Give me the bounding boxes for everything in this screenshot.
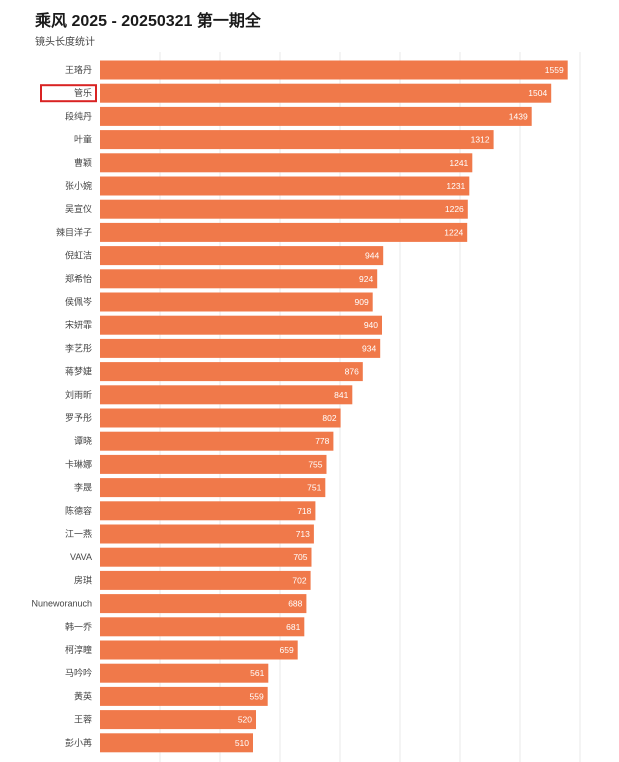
category-label: 蒋梦婕 xyxy=(65,366,92,377)
bar xyxy=(100,431,334,451)
bar xyxy=(100,153,473,173)
bar xyxy=(100,222,468,242)
category-label: 刘雨昕 xyxy=(65,389,92,400)
category-label: 吴宣仪 xyxy=(65,203,92,214)
bar-value-label: 778 xyxy=(315,436,329,446)
category-label: 江一燕 xyxy=(65,528,92,539)
category-label: 李艺彤 xyxy=(65,342,92,353)
bar xyxy=(100,663,269,683)
category-label: 段纯丹 xyxy=(65,110,92,121)
category-label: 王蓉 xyxy=(74,714,92,725)
bar xyxy=(100,60,568,80)
bar xyxy=(100,408,341,428)
bar-value-label: 713 xyxy=(296,529,310,539)
bar-value-label: 1241 xyxy=(449,158,468,168)
highlight-box xyxy=(40,84,97,103)
bar xyxy=(100,617,305,637)
bar xyxy=(100,269,378,289)
bar-value-label: 1439 xyxy=(509,111,528,121)
category-label: 谭晓 xyxy=(74,435,92,446)
bar-value-label: 1312 xyxy=(471,135,490,145)
category-label: 卡琳娜 xyxy=(65,458,92,469)
bar xyxy=(100,501,316,521)
category-label: 王珞丹 xyxy=(65,64,92,75)
category-label: 李晟 xyxy=(74,482,92,493)
category-label: 侯佩岑 xyxy=(65,296,92,307)
bar-value-label: 934 xyxy=(362,343,376,353)
category-label: 黄英 xyxy=(74,690,92,701)
bar-value-label: 1559 xyxy=(545,65,564,75)
bar xyxy=(100,547,312,567)
category-label: 宋妍霏 xyxy=(65,319,92,330)
category-label: 陈德容 xyxy=(65,505,92,516)
category-label: Nuneworanuch xyxy=(31,599,92,609)
bar-value-label: 909 xyxy=(355,297,369,307)
chart-subtitle: 镜头长度统计 xyxy=(35,37,95,48)
bar-value-label: 520 xyxy=(238,715,252,725)
bar-value-label: 659 xyxy=(280,645,294,655)
category-label: 辣目洋子 xyxy=(56,226,92,237)
bar-value-label: 1504 xyxy=(528,88,547,98)
bar-value-label: 876 xyxy=(345,367,359,377)
bar-value-label: 702 xyxy=(292,575,306,585)
category-label: 罗予彤 xyxy=(65,413,92,423)
category-label: 柯淳瞳 xyxy=(65,644,92,655)
category-label: 彭小苒 xyxy=(65,737,92,748)
category-label: 倪虹洁 xyxy=(65,250,92,261)
bar-value-label: 940 xyxy=(364,320,378,330)
bar xyxy=(100,362,363,382)
bar xyxy=(100,454,327,474)
bar-value-label: 755 xyxy=(308,459,322,469)
bar xyxy=(100,338,381,358)
category-label: 郑希怡 xyxy=(65,273,92,284)
bar-value-label: 751 xyxy=(307,483,321,493)
bar xyxy=(100,385,353,405)
bar-value-label: 1231 xyxy=(446,181,465,191)
category-label: 马吟吟 xyxy=(65,667,92,678)
bar xyxy=(100,524,314,544)
bar xyxy=(100,292,373,312)
bars-layer: 王珞丹 1559 管乐 1504 段纯丹 1439 叶童 1312 曹颖 1241 张小婉 1231 吴… xyxy=(31,60,568,753)
bar-value-label: 944 xyxy=(365,251,379,261)
bar-value-label: 688 xyxy=(288,599,302,609)
category-label: 叶童 xyxy=(74,134,92,145)
bar xyxy=(100,570,311,590)
bar-value-label: 705 xyxy=(293,552,307,562)
category-label: 曹颖 xyxy=(74,157,92,168)
bar-value-label: 802 xyxy=(322,413,336,423)
bar xyxy=(100,106,532,126)
bar xyxy=(100,246,384,266)
bar xyxy=(100,176,470,196)
bar-value-label: 718 xyxy=(297,506,311,516)
bar-value-label: 841 xyxy=(334,390,348,400)
bar-value-label: 510 xyxy=(235,738,249,748)
bar xyxy=(100,83,552,103)
bar xyxy=(100,130,494,150)
bar xyxy=(100,640,298,660)
bar-value-label: 1226 xyxy=(445,204,464,214)
bar-value-label: 681 xyxy=(286,622,300,632)
bar xyxy=(100,199,468,219)
category-label: 韩一乔 xyxy=(65,621,92,632)
chart-title: 乘风 2025 - 20250321 第一期全 xyxy=(35,13,261,30)
bar-value-label: 559 xyxy=(250,691,264,701)
bar xyxy=(100,733,253,753)
bar xyxy=(100,315,382,335)
bar-value-label: 1224 xyxy=(444,227,463,237)
bar xyxy=(100,478,326,498)
category-label: 房琪 xyxy=(74,574,92,585)
bar xyxy=(100,594,307,614)
category-label: 管乐 xyxy=(74,87,92,98)
bar xyxy=(100,710,256,730)
category-label: 张小婉 xyxy=(65,180,92,191)
category-label: VAVA xyxy=(70,552,92,562)
bar-value-label: 561 xyxy=(250,668,264,678)
bar xyxy=(100,686,268,706)
bar-value-label: 924 xyxy=(359,274,373,284)
